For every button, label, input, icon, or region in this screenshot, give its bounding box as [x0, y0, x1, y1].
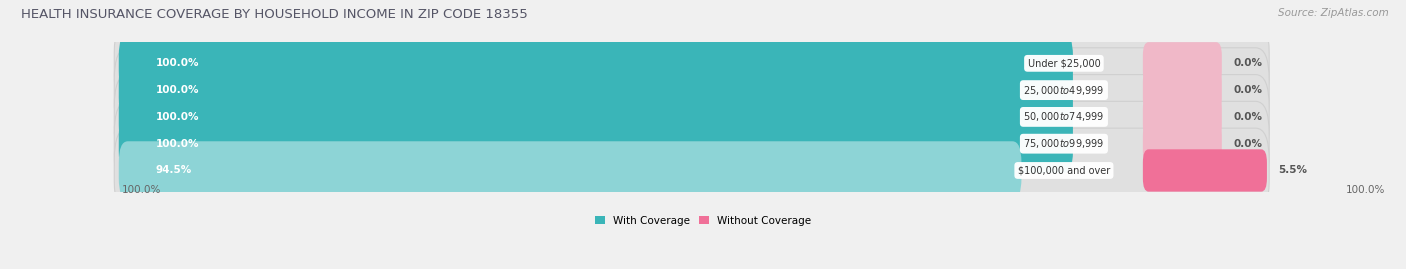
FancyBboxPatch shape	[114, 21, 1270, 106]
Text: 100.0%: 100.0%	[156, 139, 200, 149]
Text: Under $25,000: Under $25,000	[1028, 58, 1101, 68]
Text: 100.0%: 100.0%	[1346, 185, 1385, 195]
Text: 100.0%: 100.0%	[156, 112, 200, 122]
FancyBboxPatch shape	[118, 34, 1073, 93]
Text: 0.0%: 0.0%	[1233, 58, 1263, 68]
FancyBboxPatch shape	[1143, 149, 1267, 192]
Text: 0.0%: 0.0%	[1233, 112, 1263, 122]
FancyBboxPatch shape	[1143, 96, 1222, 138]
Text: 5.5%: 5.5%	[1278, 165, 1308, 175]
FancyBboxPatch shape	[118, 61, 1073, 119]
Text: $75,000 to $99,999: $75,000 to $99,999	[1024, 137, 1105, 150]
Text: $100,000 and over: $100,000 and over	[1018, 165, 1111, 175]
Text: $25,000 to $49,999: $25,000 to $49,999	[1024, 84, 1105, 97]
Text: 0.0%: 0.0%	[1233, 139, 1263, 149]
Text: $50,000 to $74,999: $50,000 to $74,999	[1024, 110, 1105, 123]
Text: HEALTH INSURANCE COVERAGE BY HOUSEHOLD INCOME IN ZIP CODE 18355: HEALTH INSURANCE COVERAGE BY HOUSEHOLD I…	[21, 8, 527, 21]
Text: 0.0%: 0.0%	[1233, 85, 1263, 95]
Text: 100.0%: 100.0%	[156, 85, 200, 95]
FancyBboxPatch shape	[114, 128, 1270, 213]
FancyBboxPatch shape	[114, 101, 1270, 186]
FancyBboxPatch shape	[114, 48, 1270, 132]
FancyBboxPatch shape	[118, 88, 1073, 146]
Text: 94.5%: 94.5%	[156, 165, 193, 175]
Text: 100.0%: 100.0%	[156, 58, 200, 68]
FancyBboxPatch shape	[114, 75, 1270, 159]
FancyBboxPatch shape	[1143, 42, 1222, 84]
Text: 100.0%: 100.0%	[122, 185, 162, 195]
FancyBboxPatch shape	[118, 115, 1073, 173]
Text: Source: ZipAtlas.com: Source: ZipAtlas.com	[1278, 8, 1389, 18]
FancyBboxPatch shape	[1143, 122, 1222, 165]
FancyBboxPatch shape	[118, 141, 1021, 200]
Legend: With Coverage, Without Coverage: With Coverage, Without Coverage	[595, 216, 811, 226]
FancyBboxPatch shape	[1143, 69, 1222, 111]
